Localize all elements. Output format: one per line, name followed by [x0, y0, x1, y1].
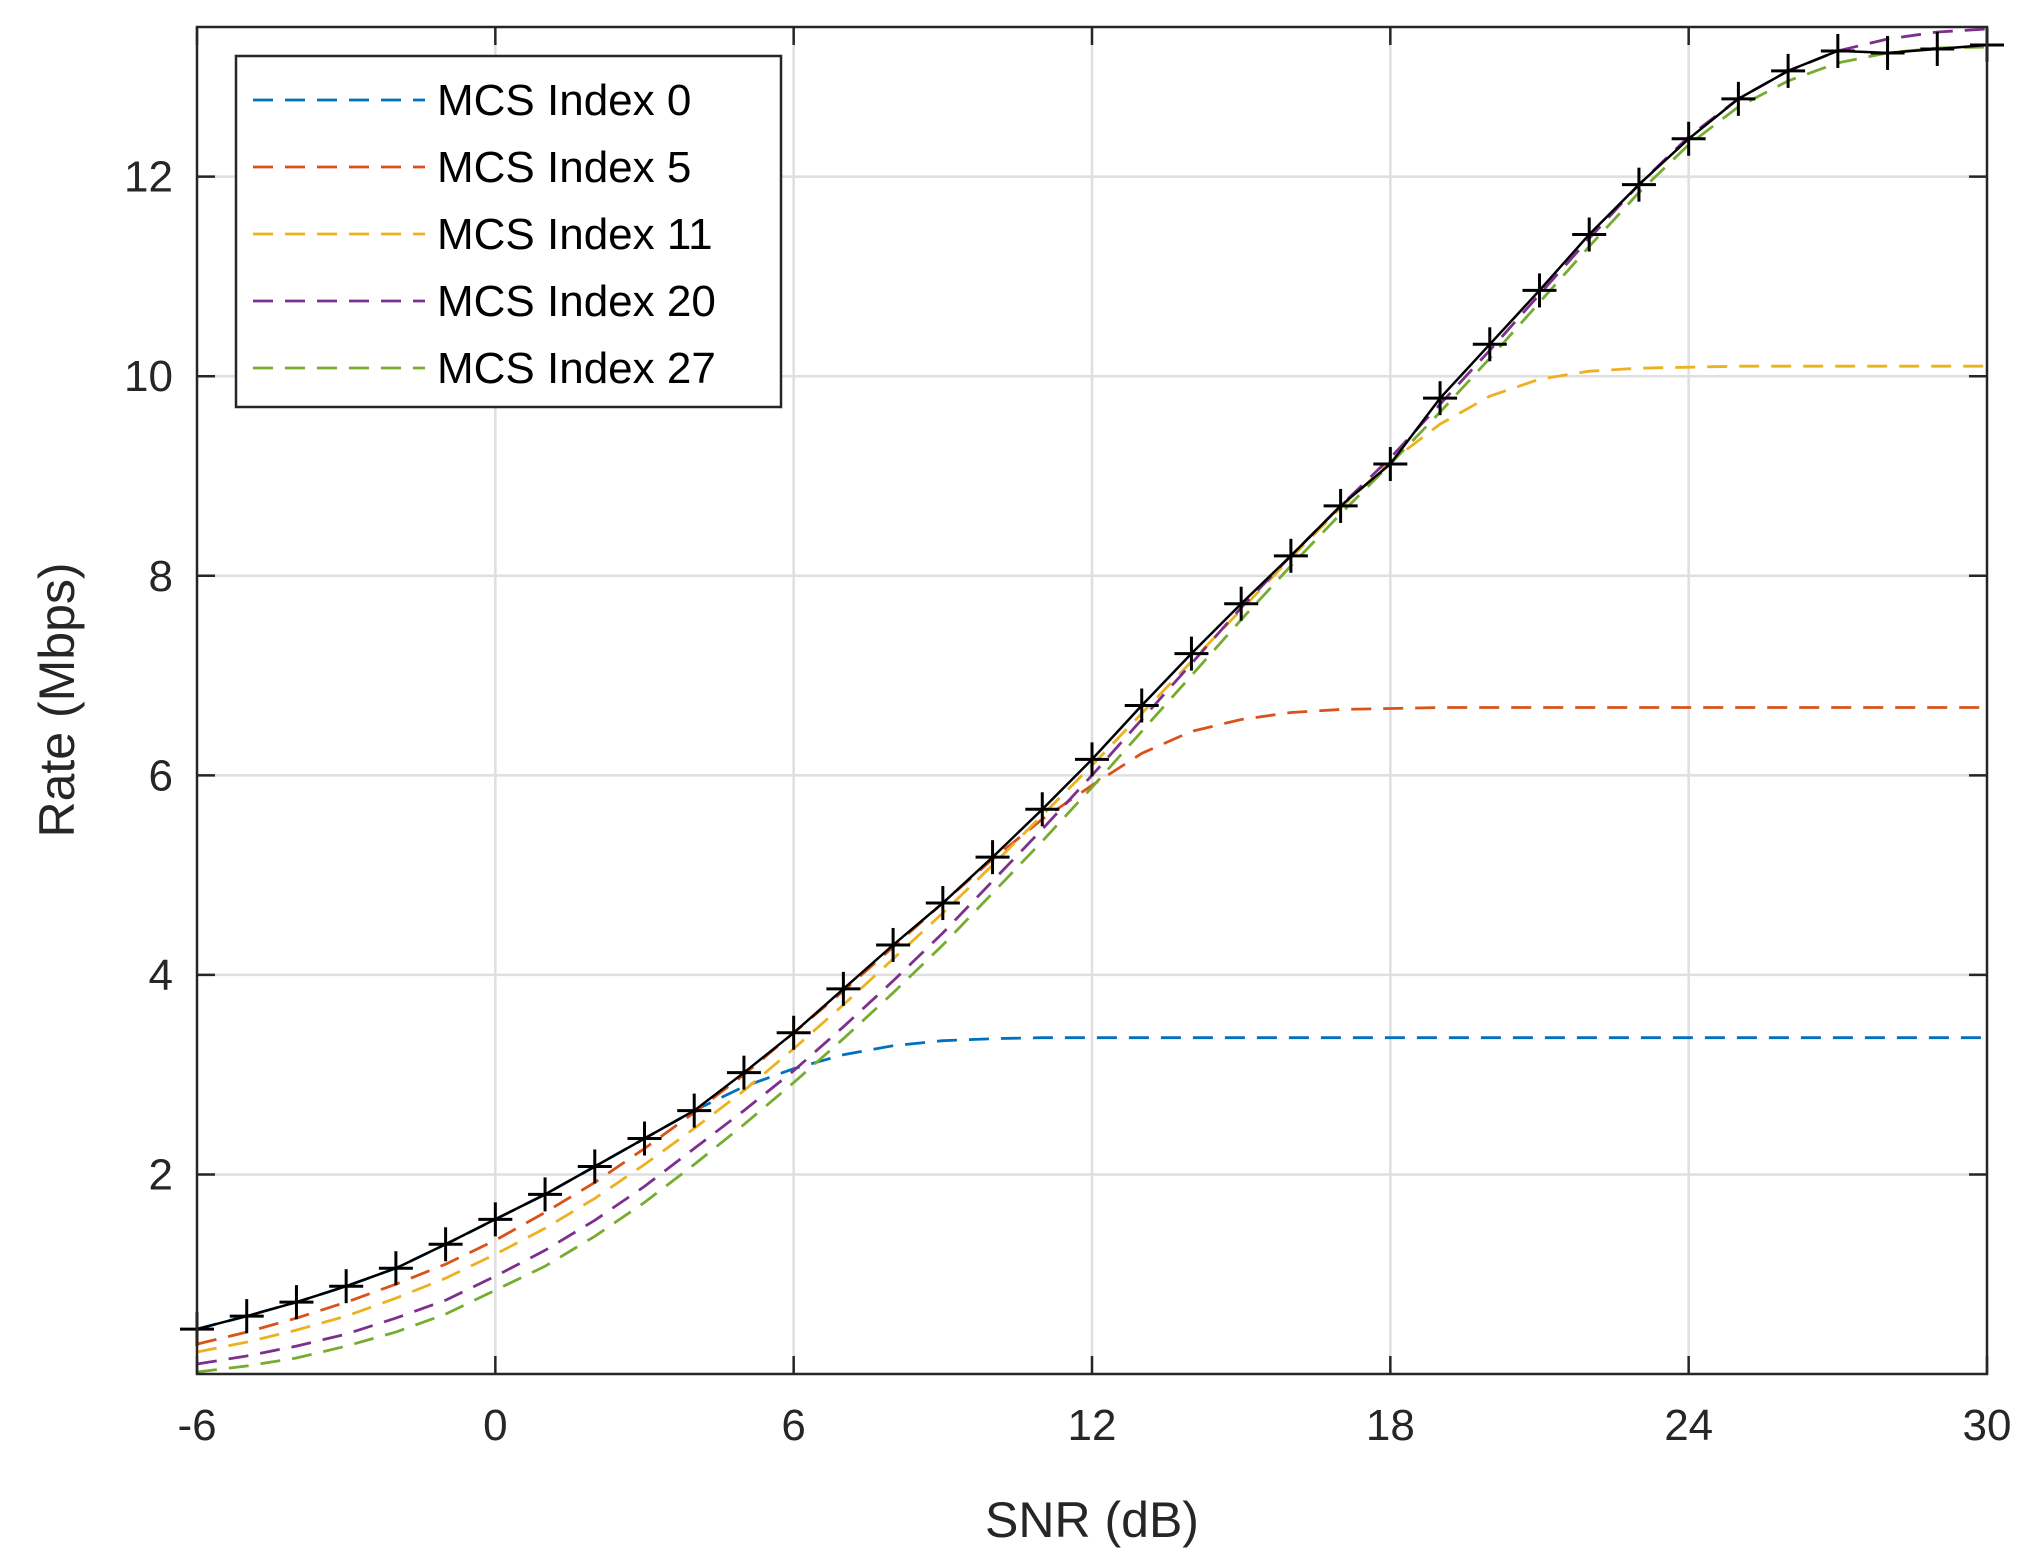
plus-marker: [1721, 81, 1756, 116]
plus-marker: [229, 1299, 264, 1334]
legend-label: MCS Index 5: [437, 143, 691, 192]
plus-marker: [1522, 273, 1557, 308]
legend: MCS Index 0 MCS Index 5 MCS Index 11 MCS In…: [234, 54, 783, 409]
legend-label: MCS Index 27: [437, 344, 716, 393]
legend-label: MCS Index 20: [437, 277, 716, 326]
plus-marker: [528, 1177, 563, 1212]
plus-marker: [876, 927, 911, 962]
legend-items: MCS Index 0 MCS Index 5 MCS Index 11 MCS In…: [253, 76, 716, 393]
plus-marker: [1075, 742, 1109, 777]
plus-marker: [329, 1269, 364, 1304]
x-tick-label: -6: [177, 1401, 216, 1450]
plus-marker: [428, 1227, 463, 1262]
plus-marker: [1870, 35, 1905, 70]
series-line-mcs-index-27: [196, 45, 1988, 1374]
plus-marker: [1174, 636, 1209, 671]
plus-marker: [1423, 381, 1458, 416]
y-tick-label: 10: [124, 352, 173, 401]
plus-marker: [1572, 217, 1607, 252]
y-axis-label: Rate (Mbps): [29, 562, 85, 837]
marker-layer: [180, 27, 2004, 1347]
x-tick-label: 24: [1664, 1401, 1713, 1450]
legend-label: MCS Index 11: [437, 210, 713, 259]
plus-marker: [378, 1251, 413, 1286]
y-tick-label: 4: [149, 951, 173, 1000]
plus-marker: [577, 1149, 612, 1184]
plus-marker: [1224, 586, 1259, 621]
plus-marker: [776, 1015, 811, 1050]
plus-marker: [1671, 121, 1706, 156]
plus-marker: [677, 1093, 712, 1128]
plus-marker: [726, 1055, 761, 1090]
plus-marker: [279, 1285, 314, 1320]
plus-marker: [1820, 33, 1855, 68]
plus-marker: [627, 1121, 662, 1156]
x-tick-label: 12: [1068, 1401, 1117, 1450]
y-tick-label: 8: [149, 552, 173, 601]
y-tick-label: 2: [149, 1150, 173, 1199]
plus-marker: [925, 886, 960, 921]
y-tick-labels: 2 4 6 8 10 12: [124, 153, 173, 1200]
legend-label: MCS Index 0: [437, 76, 691, 125]
x-tick-label: 30: [1963, 1401, 2012, 1450]
y-tick-label: 12: [124, 153, 173, 202]
plus-marker: [1621, 167, 1656, 202]
series-line-mcs-index-0: [196, 1036, 1987, 1331]
plus-marker: [1124, 688, 1159, 723]
plus-marker: [1472, 327, 1507, 362]
plus-marker: [478, 1202, 513, 1237]
x-tick-labels: -6 0 6 12 18 24 30: [177, 1401, 2011, 1450]
plus-marker: [975, 840, 1010, 875]
plus-marker: [1373, 447, 1408, 482]
plus-marker: [1920, 31, 1955, 66]
tick-layer: [195, 27, 1989, 1374]
plus-marker: [826, 971, 861, 1006]
x-tick-label: 18: [1366, 1401, 1415, 1450]
x-tick-label: 6: [781, 1401, 805, 1450]
plus-marker: [1323, 488, 1358, 523]
y-tick-label: 6: [149, 751, 173, 800]
legend-box: [234, 54, 783, 409]
plus-marker: [1273, 538, 1308, 573]
x-axis-label: SNR (dB): [985, 1492, 1199, 1548]
plus-marker: [1771, 53, 1806, 88]
plus-marker: [1025, 792, 1060, 827]
x-tick-label: 0: [483, 1401, 507, 1450]
